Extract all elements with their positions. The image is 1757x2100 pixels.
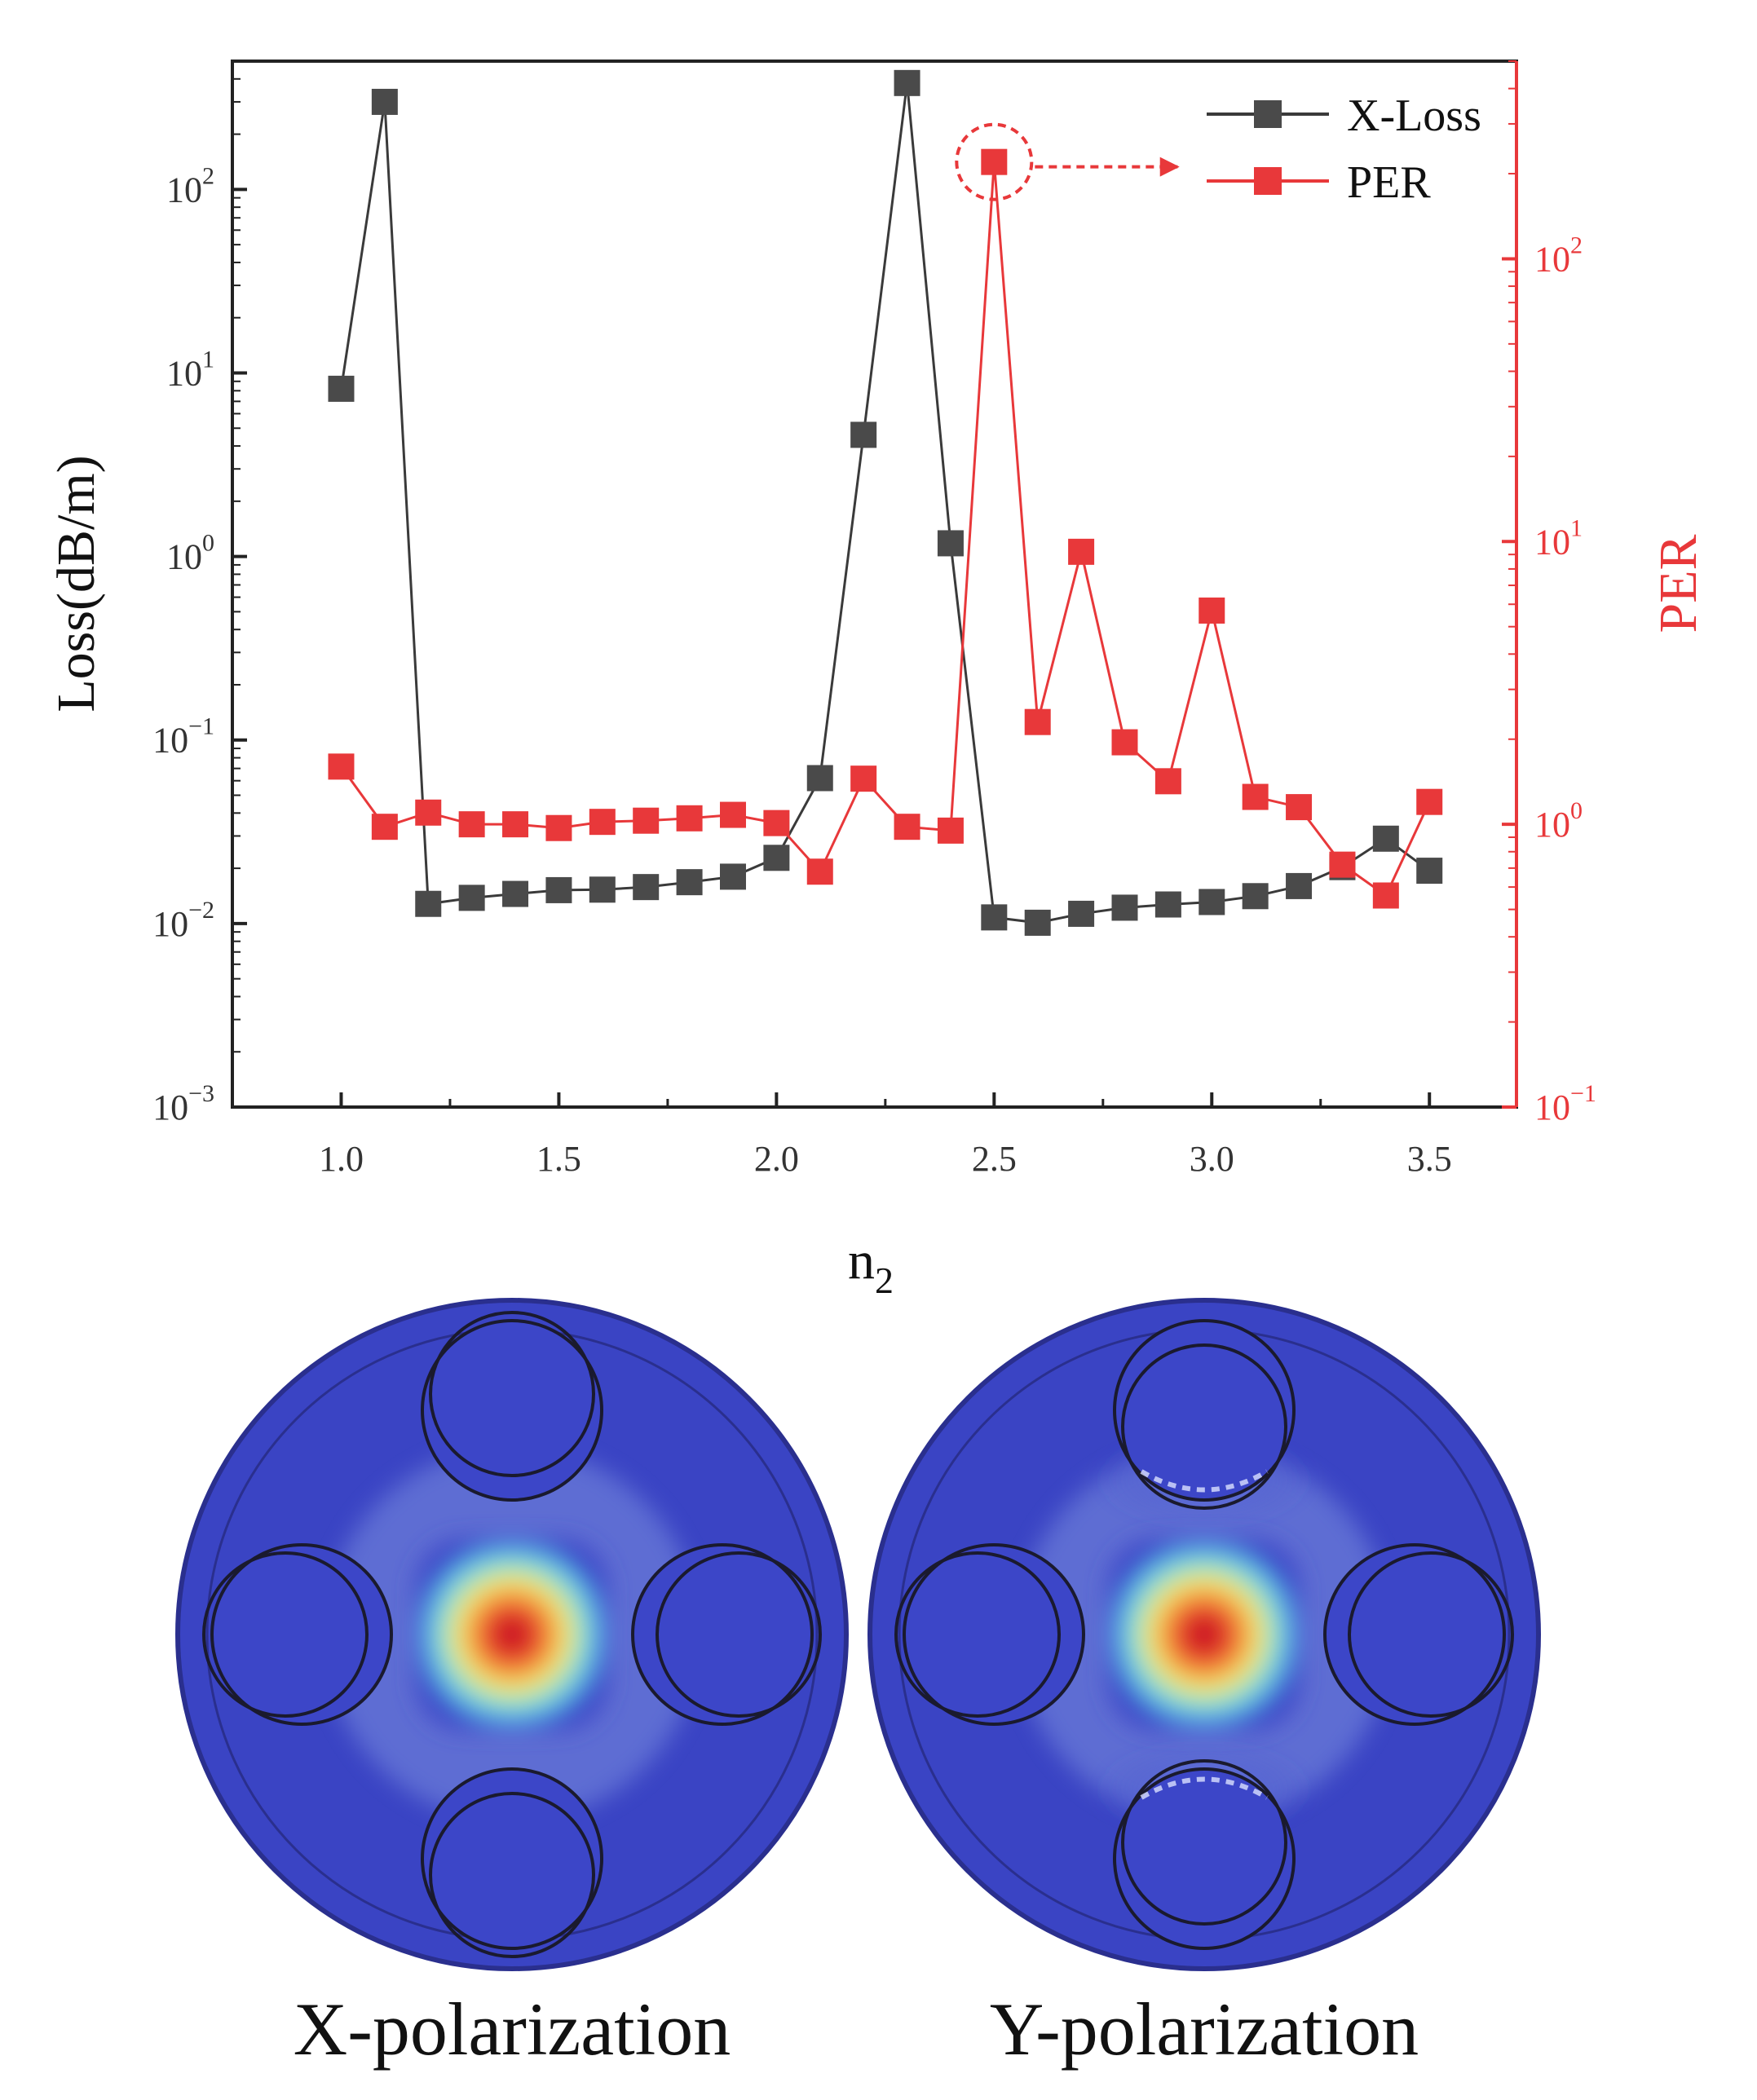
xloss-data-point xyxy=(937,530,964,557)
x-tick-label: 2.0 xyxy=(754,1139,799,1179)
per-data-point xyxy=(328,753,355,780)
xloss-data-point xyxy=(633,874,660,901)
y-tick-label: 10−1 xyxy=(152,713,214,761)
x-tick-label: 3.0 xyxy=(1190,1139,1234,1179)
x-axis-title-sub: 2 xyxy=(875,1260,894,1301)
y2-tick-label: 102 xyxy=(1534,232,1583,279)
per-data-point xyxy=(806,858,833,885)
y2-tick-label: 10−1 xyxy=(1534,1080,1596,1127)
xloss-data-point xyxy=(589,876,616,903)
y2-axis-title: PER xyxy=(1649,534,1708,633)
y-polarization-caption: Y-polarization xyxy=(990,1988,1419,2071)
xloss-data-point xyxy=(1154,891,1181,918)
plot-frame xyxy=(231,60,1518,1109)
per-data-point xyxy=(981,148,1008,175)
per-data-point xyxy=(458,811,485,838)
per-data-point xyxy=(1372,882,1399,909)
y-axis-title: Loss(dB/m) xyxy=(46,455,106,712)
per-data-point xyxy=(850,765,877,792)
per-data-point xyxy=(589,809,616,836)
per-data-point xyxy=(1068,538,1095,565)
x-polarization-caption: X-polarization xyxy=(294,1988,731,2071)
legend-xloss-label: X-Loss xyxy=(1347,90,1481,141)
xloss-data-point xyxy=(894,69,920,96)
x-tick-label: 1.0 xyxy=(319,1139,364,1179)
per-data-point xyxy=(371,814,398,840)
y2-tick-label: 101 xyxy=(1534,514,1583,562)
y-tick-label: 101 xyxy=(166,346,214,393)
y-tick-label: 10−2 xyxy=(152,897,214,944)
mode-panel-y xyxy=(867,1298,1541,1971)
xloss-data-point xyxy=(1286,872,1313,899)
per-data-point xyxy=(1111,729,1138,756)
per-data-point xyxy=(1199,597,1225,624)
chart: 1.0 1.5 2.0 2.5 3.0 3.5 10−3 10−2 10−1 100 101 102… xyxy=(46,60,1708,1301)
xloss-data-point xyxy=(328,375,355,402)
xloss-data-point xyxy=(415,890,442,917)
per-data-point xyxy=(415,799,442,826)
y-tick-label: 102 xyxy=(166,162,214,210)
per-data-point xyxy=(894,814,920,840)
per-data-point xyxy=(502,811,529,838)
per-data-point xyxy=(763,810,790,836)
xloss-data-point xyxy=(371,88,398,115)
mode-panel-x xyxy=(175,1298,849,1971)
xloss-data-point xyxy=(719,863,746,890)
xloss-data-point xyxy=(1372,825,1399,852)
xloss-data-point xyxy=(981,904,1008,931)
legend-xloss-marker xyxy=(1254,100,1282,128)
per-data-point xyxy=(633,807,660,834)
per-data-point xyxy=(545,814,572,841)
xloss-data-point xyxy=(1024,909,1051,936)
xloss-data-point xyxy=(545,876,572,903)
xloss-data-point xyxy=(1242,883,1269,910)
xloss-data-point xyxy=(763,845,790,871)
x-tick-label: 3.5 xyxy=(1407,1139,1452,1179)
xloss-data-point xyxy=(850,421,877,448)
per-data-point xyxy=(937,817,964,844)
per-data-point xyxy=(1154,768,1181,795)
xloss-data-point xyxy=(1199,889,1225,915)
per-data-point xyxy=(1416,788,1443,815)
xloss-data-point xyxy=(1416,858,1443,885)
per-peak-annotation xyxy=(955,122,1180,201)
x-axis-title-main: n xyxy=(848,1231,875,1290)
y2-tick-label: 100 xyxy=(1534,797,1583,845)
per-data-point xyxy=(676,805,703,832)
per-data-point xyxy=(1286,794,1313,821)
y-tick-label: 10−3 xyxy=(152,1080,214,1127)
x-tick-label: 2.5 xyxy=(972,1139,1017,1179)
xloss-data-point xyxy=(806,765,833,792)
legend-per-label: PER xyxy=(1347,157,1431,208)
x-axis-title: n2 xyxy=(848,1231,894,1301)
xloss-data-point xyxy=(676,869,703,896)
per-data-point xyxy=(1024,708,1051,735)
xloss-data-point xyxy=(1111,894,1138,921)
per-data-point xyxy=(719,801,746,828)
xloss-data-point xyxy=(458,885,485,911)
per-data-point xyxy=(1329,851,1356,878)
per-data-point xyxy=(1242,783,1269,810)
annotation-circle xyxy=(955,122,1034,201)
xloss-data-point xyxy=(502,880,529,907)
legend: X-Loss PER xyxy=(1207,90,1481,208)
legend-per-marker xyxy=(1254,167,1282,195)
x-tick-label: 1.5 xyxy=(536,1139,581,1179)
xloss-data-point xyxy=(1068,900,1095,927)
y-tick-label: 100 xyxy=(166,530,214,577)
